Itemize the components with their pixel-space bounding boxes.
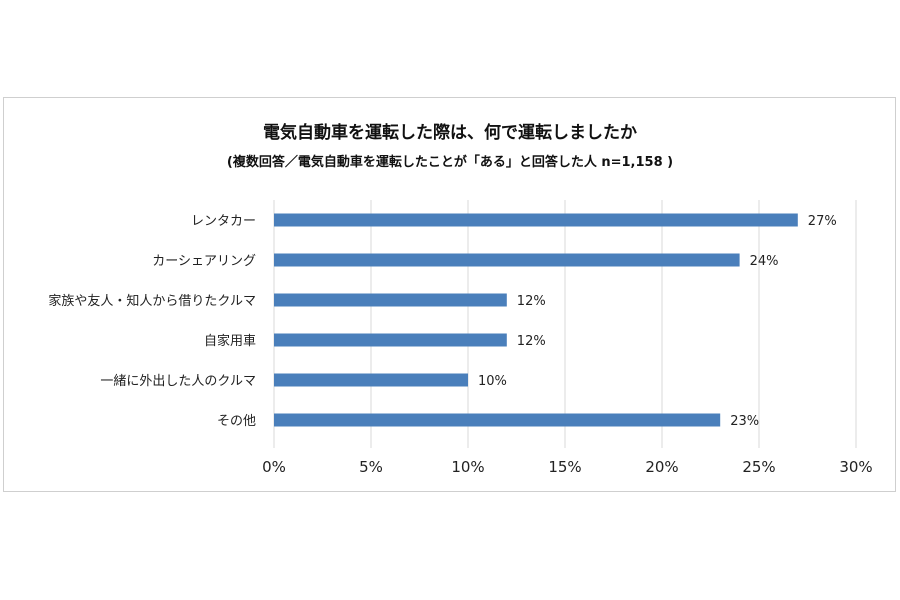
data-label: 27%	[808, 214, 837, 229]
data-label: 12%	[517, 334, 546, 349]
category-label: カーシェアリング	[152, 254, 256, 269]
category-label: 自家用車	[204, 333, 256, 349]
data-label: 10%	[478, 374, 507, 389]
category-label: 一緒に外出した人のクルマ	[100, 374, 256, 389]
category-label: レンタカー	[191, 214, 256, 229]
x-tick-label: 5%	[359, 458, 383, 476]
bar	[274, 213, 798, 227]
bar	[274, 333, 507, 347]
chart-title: 電気自動車を運転した際は、何で運転しましたか	[263, 123, 637, 143]
data-label: 24%	[750, 254, 779, 269]
x-tick-label: 25%	[742, 458, 775, 476]
x-tick-label: 0%	[262, 458, 286, 476]
data-label: 12%	[517, 294, 546, 309]
bar	[274, 373, 468, 387]
x-tick-label: 15%	[548, 458, 581, 476]
bar	[274, 253, 740, 267]
x-tick-label: 10%	[451, 458, 484, 476]
bar	[274, 413, 721, 427]
x-tick-label: 20%	[645, 458, 678, 476]
chart-subtitle: (複数回答／電気自動車を運転したことが「ある」と回答した人 n=1,158 )	[226, 155, 674, 170]
category-label: その他	[217, 414, 256, 429]
data-label: 23%	[730, 414, 759, 429]
category-label: 家族や友人・知人から借りたクルマ	[48, 293, 256, 309]
x-tick-label: 30%	[839, 458, 872, 476]
bar	[274, 293, 507, 307]
